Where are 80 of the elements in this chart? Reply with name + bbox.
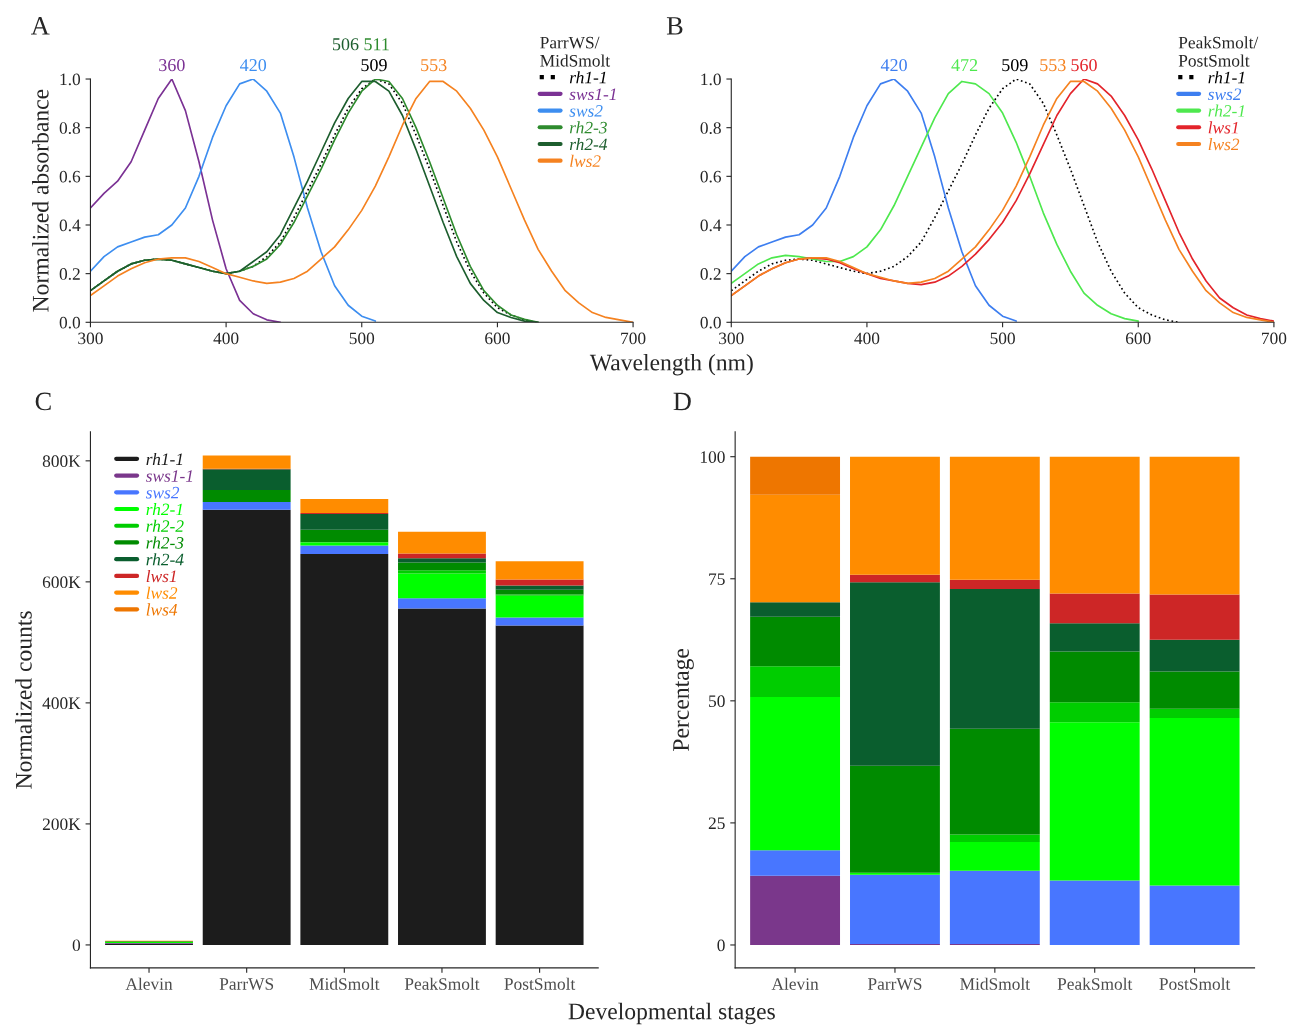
y-axis-title: Normalized counts <box>15 611 32 789</box>
x-tick-label: Alevin <box>771 977 819 990</box>
legend-label: sws1-1 <box>569 88 616 101</box>
x-tick-label: Alevin <box>125 977 173 990</box>
y-tick-label: 0.6 <box>59 170 81 183</box>
chart-title: C <box>35 392 51 411</box>
annotation: 509 <box>1002 59 1028 72</box>
x-tick-label: 300 <box>719 332 744 345</box>
x-tick-label: PeakSmolt <box>404 977 480 990</box>
legend-label: sws2 <box>145 486 180 499</box>
y-tick-label: 75 <box>709 573 725 585</box>
x-tick-label: MidSmolt <box>960 977 1030 990</box>
x-tick-label: 500 <box>349 332 375 345</box>
x-tick-label: ParrWS <box>219 978 274 990</box>
legend-label: rh2-3 <box>569 121 607 134</box>
x-tick-label: 600 <box>1125 332 1151 345</box>
y-tick-label: 0.0 <box>59 316 81 329</box>
chart-title: B <box>666 17 683 35</box>
y-tick-label: 0.2 <box>700 268 721 280</box>
annotation: 553 <box>421 59 447 72</box>
legend-label: rh2-3 <box>146 536 184 549</box>
annotation: 420 <box>880 59 907 72</box>
y-tick-label: 200K <box>42 818 81 831</box>
legend-label: sws1-1 <box>145 470 193 482</box>
y-tick-label: 1.0 <box>60 73 81 86</box>
y-tick-label: 0.4 <box>59 219 81 232</box>
x-tick-label: 700 <box>621 332 646 345</box>
y-tick-label: 800K <box>42 455 81 468</box>
annotation: 506 <box>332 38 359 51</box>
legend-label: rh2-4 <box>569 138 608 151</box>
y-tick-label: 0.2 <box>59 268 80 280</box>
y-axis-title: Percentage <box>673 648 694 751</box>
legend-label: sws2 <box>569 105 603 117</box>
annotation: 511 <box>364 38 389 51</box>
y-axis-title: Normalized absorbance <box>32 89 49 312</box>
y-tick-label: 0 <box>717 939 725 952</box>
y-tick-label: 0 <box>72 939 81 952</box>
annotation: 560 <box>1071 59 1097 72</box>
x-tick-label: 700 <box>1262 332 1287 345</box>
x-tick-label: 600 <box>485 332 510 345</box>
x-tick-label: 300 <box>78 332 103 345</box>
legend-label: rh1-1 <box>146 452 183 465</box>
x-tick-label: PostSmolt <box>1159 977 1231 990</box>
legend-label: lws2 <box>146 586 178 599</box>
chart-title: D <box>673 392 691 411</box>
y-tick-label: 600K <box>42 576 81 589</box>
annotation: 553 <box>1040 59 1066 72</box>
y-tick-label: 0.6 <box>700 170 722 183</box>
annotation: 509 <box>361 59 387 72</box>
legend-label: rh2-1 <box>146 503 183 516</box>
y-tick-label: 0.8 <box>59 122 81 134</box>
legend-label: rh1-1 <box>569 71 606 84</box>
y-tick-label: 0.0 <box>700 316 721 329</box>
x-tick-label: PeakSmolt <box>1057 977 1133 990</box>
chart-title: A <box>31 17 50 35</box>
legend-label: rh2-4 <box>146 553 184 566</box>
y-tick-label: 0.4 <box>700 219 722 232</box>
legend-label: lws4 <box>146 603 178 616</box>
y-tick-label: 100 <box>700 451 725 463</box>
annotation: 360 <box>159 59 185 72</box>
annotation: 472 <box>951 59 978 72</box>
y-tick-label: 50 <box>709 695 725 708</box>
legend-label: rh2-2 <box>146 519 184 532</box>
y-tick-label: 400K <box>42 697 81 710</box>
legend-title: PeakSmolt/ PostSmolt <box>1178 36 1259 67</box>
x-tick-label: MidSmolt <box>309 977 380 990</box>
legend-title: ParrWS/ MidSmolt <box>540 36 611 67</box>
x-axis-title: Wavelength (nm) <box>589 353 753 376</box>
x-tick-label: 500 <box>990 332 1015 345</box>
y-tick-label: 0.8 <box>700 122 721 134</box>
x-tick-label: ParrWS <box>867 978 922 990</box>
annotation: 420 <box>240 59 267 72</box>
legend-label: lws2 <box>570 154 601 167</box>
x-tick-label: 400 <box>213 332 239 345</box>
x-tick-label: 400 <box>854 332 880 345</box>
x-tick-label: PostSmolt <box>504 977 576 990</box>
y-tick-label: 25 <box>708 817 725 830</box>
x-axis-title: Developmental stages <box>568 1002 775 1025</box>
legend-label: lws1 <box>146 569 176 583</box>
y-tick-label: 1.0 <box>701 73 721 86</box>
